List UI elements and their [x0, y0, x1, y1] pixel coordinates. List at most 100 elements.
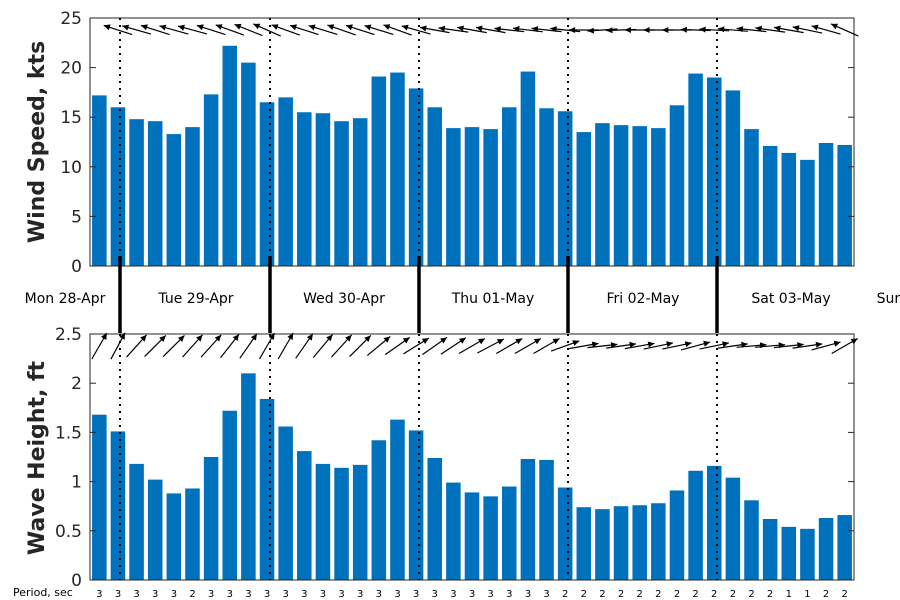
direction-arrow-icon: [477, 338, 505, 354]
period-label: 3: [469, 589, 475, 600]
bar: [297, 112, 312, 267]
period-label: 2: [562, 589, 568, 600]
bar: [147, 479, 163, 580]
direction-arrow-icon: [699, 26, 730, 33]
bar: [446, 482, 461, 580]
bar: [259, 398, 275, 580]
direction-arrow-icon: [440, 337, 467, 355]
bar: [427, 107, 442, 266]
direction-arrow-icon: [220, 333, 240, 359]
bar: [706, 77, 722, 267]
y-tick-label: 0: [71, 571, 82, 591]
bar: [781, 152, 797, 266]
direction-arrow-icon: [568, 341, 599, 350]
period-label: 3: [338, 589, 344, 600]
plot-frame: [89, 333, 855, 581]
day-label: Mon 28-Apr: [25, 291, 106, 307]
direction-arrow-icon: [182, 334, 203, 358]
period-label: 2: [637, 589, 643, 600]
direction-arrow-icon: [830, 23, 859, 37]
period-label: 3: [487, 589, 493, 600]
bar: [502, 107, 517, 266]
direction-arrow-icon: [234, 23, 263, 37]
direction-arrow-icon: [717, 26, 748, 33]
direction-arrow-icon: [457, 25, 487, 34]
bar: [632, 126, 647, 266]
direction-arrow-icon: [144, 334, 167, 358]
period-label: 2: [692, 589, 698, 600]
bar: [222, 410, 238, 580]
direction-arrow-icon: [831, 337, 858, 355]
direction-arrow-icon: [699, 341, 730, 350]
bar: [595, 509, 610, 580]
direction-arrow-icon: [792, 25, 823, 34]
direction-arrow-icon: [662, 341, 692, 350]
wind-speed-axis-title: Wind Speed, kts: [25, 41, 50, 243]
bar: [278, 426, 293, 580]
period-label: 3: [283, 589, 289, 600]
direction-arrow-icon: [401, 24, 431, 35]
bar: [166, 493, 182, 580]
period-label: 3: [320, 589, 326, 600]
bar: [483, 129, 498, 266]
bar: [408, 430, 424, 580]
bar: [129, 463, 144, 580]
direction-arrow-icon: [755, 25, 786, 33]
direction-arrow-icon: [345, 24, 375, 36]
bar: [278, 97, 293, 266]
bar: [651, 503, 666, 580]
bar: [315, 463, 331, 580]
bar: [241, 373, 256, 580]
period-label: 2: [189, 589, 195, 600]
direction-arrow-icon: [271, 24, 301, 36]
direction-arrow-icon: [384, 336, 411, 356]
period-label: 2: [618, 589, 624, 600]
direction-arrow-icon: [587, 27, 618, 34]
bar: [483, 496, 498, 580]
direction-arrow-icon: [200, 334, 222, 358]
period-label: 2: [599, 589, 605, 600]
period-label: 3: [357, 589, 363, 600]
bar: [371, 440, 387, 580]
direction-arrow-icon: [162, 334, 185, 358]
direction-arrow-icon: [91, 332, 108, 360]
period-label: 2: [730, 589, 736, 600]
period-label: 2: [748, 589, 754, 600]
direction-arrow-icon: [383, 24, 412, 36]
direction-arrow-icon: [215, 24, 245, 36]
period-label: 3: [525, 589, 531, 600]
bar: [464, 492, 480, 580]
bar: [464, 127, 480, 267]
period-label: 3: [133, 589, 139, 600]
bar: [241, 62, 256, 266]
period-label: 3: [264, 589, 270, 600]
period-label: 2: [711, 589, 717, 600]
bar: [669, 490, 685, 580]
bar: [520, 458, 536, 580]
direction-arrow-icon: [606, 341, 636, 349]
bar: [222, 45, 238, 266]
bar: [837, 515, 852, 580]
bar: [539, 108, 554, 267]
period-label: 3: [227, 589, 233, 600]
direction-arrow-icon: [349, 334, 372, 358]
direction-arrow-icon: [327, 24, 356, 36]
period-label: 3: [245, 589, 251, 600]
y-tick-label: 0: [71, 257, 82, 277]
period-label: 3: [543, 589, 549, 600]
direction-arrow-icon: [159, 24, 189, 35]
bar: [110, 107, 126, 266]
period-label: 3: [450, 589, 456, 600]
bar: [446, 128, 461, 266]
plot-frame: [89, 17, 855, 267]
direction-arrow-icon: [533, 337, 560, 355]
bar: [557, 487, 573, 580]
direction-arrow-icon: [792, 341, 823, 349]
bar: [688, 73, 703, 266]
period-label: 3: [376, 589, 382, 600]
direction-arrow-icon: [419, 25, 450, 34]
direction-arrow-icon: [308, 24, 338, 35]
direction-arrow-icon: [494, 26, 525, 33]
day-label: Fri 02-May: [607, 291, 680, 307]
wind-speed-panel: 0 5 10 15 20 25: [60, 9, 859, 277]
